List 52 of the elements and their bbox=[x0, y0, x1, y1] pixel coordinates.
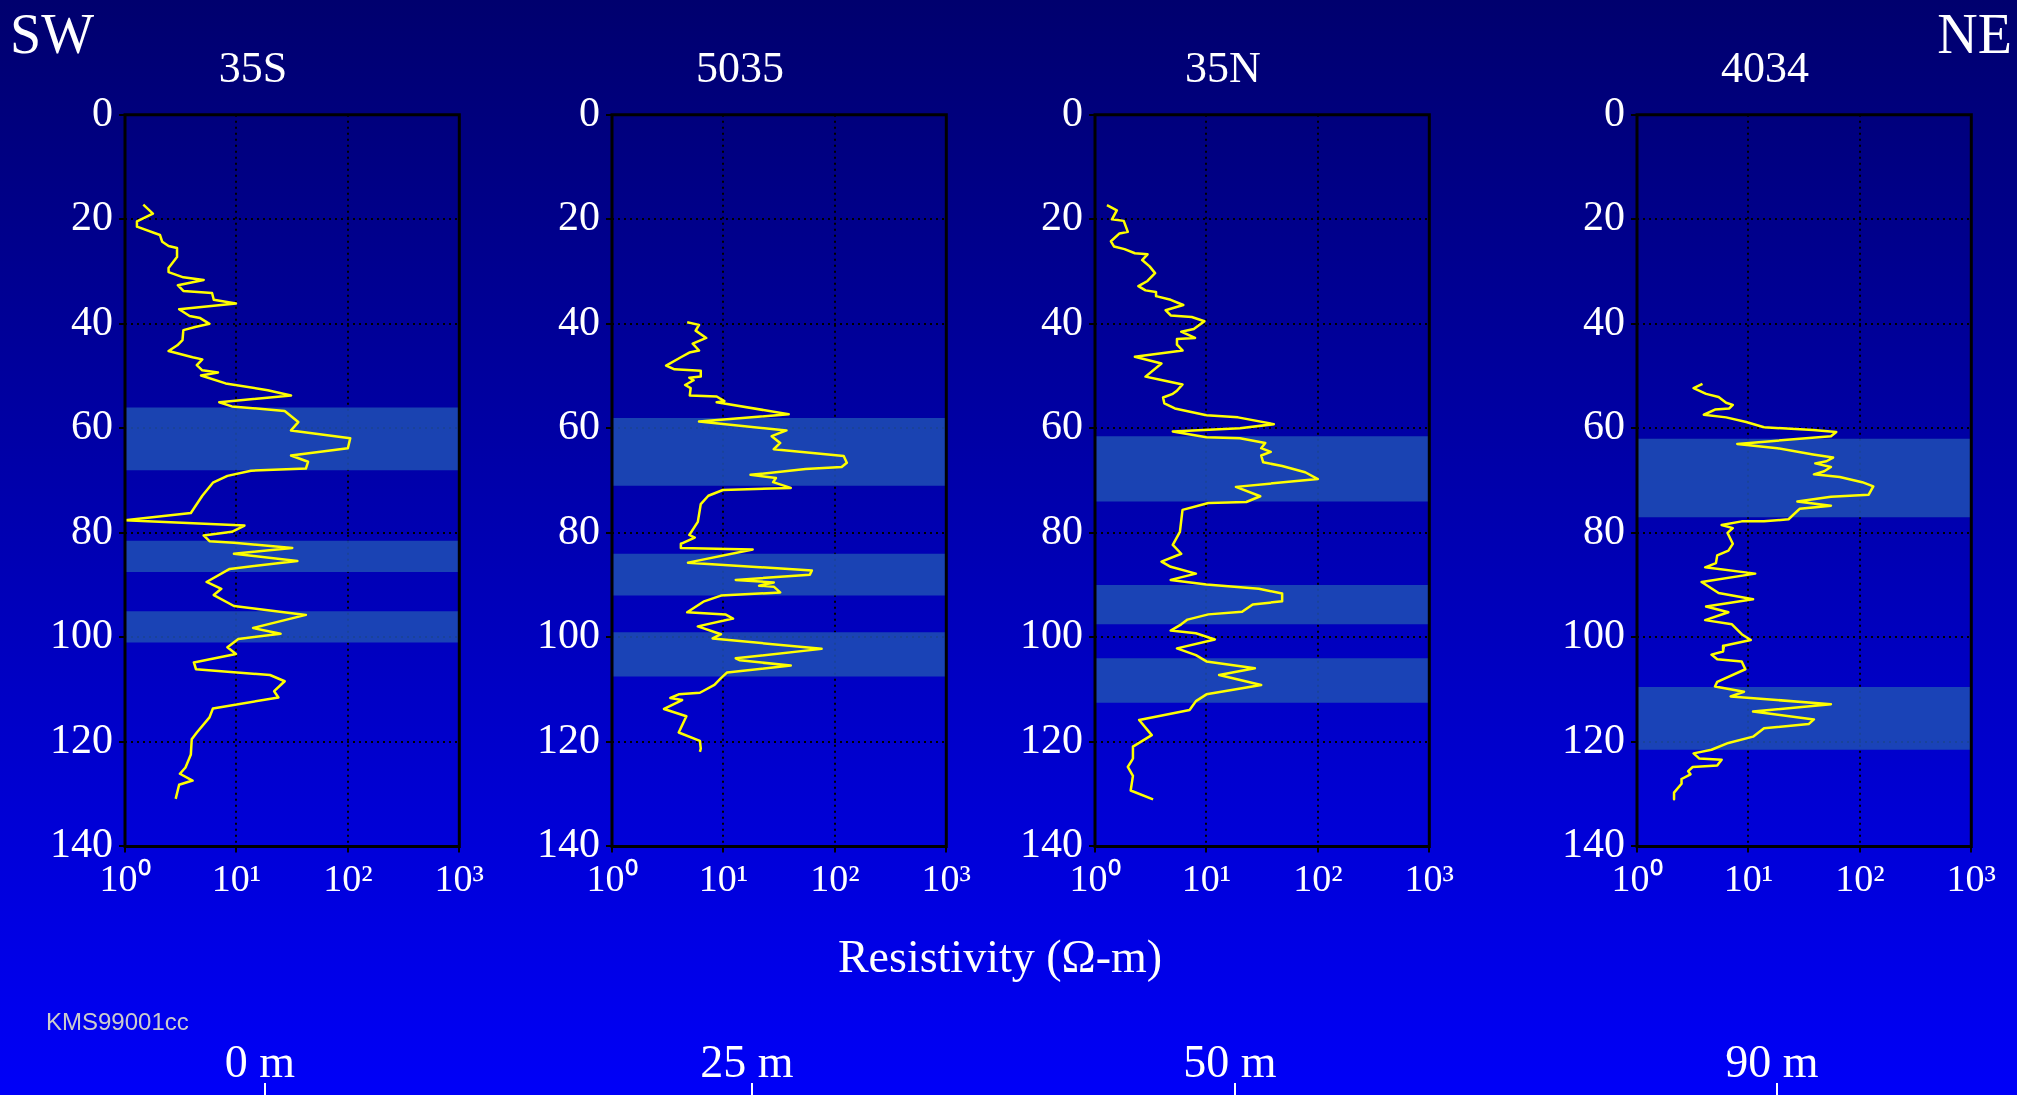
chart-title: 4034 bbox=[1721, 42, 1809, 92]
x-tick-label: 10² bbox=[1293, 857, 1343, 900]
y-tick-label: 40 bbox=[1041, 297, 1083, 344]
y-tick-label: 80 bbox=[1583, 506, 1625, 553]
y-tick-label: 40 bbox=[1583, 297, 1625, 344]
x-tick-label: 10² bbox=[323, 857, 373, 900]
y-tick-label: 40 bbox=[558, 297, 600, 344]
x-tick-label: 10³ bbox=[1404, 857, 1455, 900]
y-tick-label: 0 bbox=[1604, 88, 1625, 135]
y-tick-label: 20 bbox=[71, 193, 113, 240]
chart-title: 35N bbox=[1185, 42, 1261, 92]
x-tick-label: 10¹ bbox=[1181, 857, 1232, 900]
text: 25 m bbox=[700, 1035, 794, 1088]
x-tick-label: 10³ bbox=[1946, 857, 1997, 900]
x-tick-label: 10² bbox=[1835, 857, 1885, 900]
x-tick-label: 10³ bbox=[921, 857, 972, 900]
text: KMS99001cc bbox=[46, 1008, 189, 1036]
x-tick-label: 10¹ bbox=[211, 857, 262, 900]
y-tick-label: 20 bbox=[558, 193, 600, 240]
y-tick-label: 80 bbox=[71, 506, 113, 553]
y-tick-label: 100 bbox=[1020, 611, 1083, 658]
y-tick-label: 40 bbox=[71, 297, 113, 344]
y-tick-label: 60 bbox=[558, 402, 600, 449]
chart-title: 5035 bbox=[696, 42, 784, 92]
x-tick-label: 10¹ bbox=[698, 857, 749, 900]
y-tick-label: 60 bbox=[1041, 402, 1083, 449]
y-tick-label: 0 bbox=[92, 88, 113, 135]
y-tick-label: 0 bbox=[1062, 88, 1083, 135]
y-tick-label: 80 bbox=[558, 506, 600, 553]
text: 50 m bbox=[1183, 1035, 1277, 1088]
x-tick-label: 10³ bbox=[434, 857, 485, 900]
text: 0 m bbox=[224, 1035, 296, 1088]
text: 90 m bbox=[1725, 1035, 1819, 1088]
x-tick-label: 10¹ bbox=[1723, 857, 1774, 900]
y-tick-label: 20 bbox=[1041, 193, 1083, 240]
y-tick-label: 100 bbox=[50, 611, 113, 658]
x-tick-label: 10² bbox=[810, 857, 860, 900]
y-tick-label: 0 bbox=[579, 88, 600, 135]
y-tick-label: 120 bbox=[537, 715, 600, 762]
y-tick-label: 100 bbox=[537, 611, 600, 658]
y-tick-label: 60 bbox=[71, 402, 113, 449]
text: SW bbox=[10, 2, 94, 66]
y-tick-label: 120 bbox=[50, 715, 113, 762]
y-tick-label: 100 bbox=[1562, 611, 1625, 658]
y-tick-label: 80 bbox=[1041, 506, 1083, 553]
x-axis-title: Resistivity (Ω-m) bbox=[837, 930, 1163, 983]
y-tick-label: 120 bbox=[1562, 715, 1625, 762]
y-tick-label: 60 bbox=[1583, 402, 1625, 449]
chart-title: 35S bbox=[218, 42, 288, 92]
text: NE bbox=[1937, 2, 2012, 66]
y-tick-label: 120 bbox=[1020, 715, 1083, 762]
y-tick-label: 20 bbox=[1583, 193, 1625, 240]
